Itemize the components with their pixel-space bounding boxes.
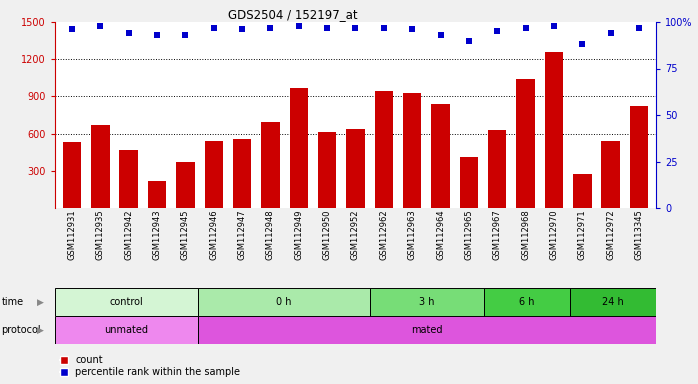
Bar: [517, 79, 535, 208]
Text: time: time: [2, 297, 24, 307]
Point: [378, 25, 389, 31]
Bar: [55, 288, 198, 316]
Bar: [346, 129, 365, 208]
Text: 6 h: 6 h: [519, 297, 535, 307]
Text: unmated: unmated: [105, 325, 149, 335]
Bar: [176, 162, 195, 208]
Bar: [198, 316, 656, 344]
Text: ▶: ▶: [37, 298, 44, 306]
Text: GDS2504 / 152197_at: GDS2504 / 152197_at: [228, 8, 358, 21]
Bar: [261, 122, 280, 208]
Point: [208, 25, 219, 31]
Bar: [63, 142, 81, 208]
Text: 24 h: 24 h: [602, 297, 624, 307]
Point: [549, 23, 560, 29]
Point: [95, 23, 106, 29]
Bar: [460, 157, 478, 208]
Point: [237, 26, 248, 33]
Point: [633, 25, 644, 31]
Point: [350, 25, 361, 31]
Point: [491, 28, 503, 35]
Point: [407, 26, 418, 33]
Point: [180, 32, 191, 38]
Point: [322, 25, 333, 31]
Text: 3 h: 3 h: [419, 297, 435, 307]
Bar: [544, 52, 563, 208]
Point: [123, 30, 134, 36]
Bar: [375, 91, 393, 208]
Text: mated: mated: [411, 325, 443, 335]
Bar: [602, 141, 620, 208]
Bar: [198, 288, 370, 316]
Point: [293, 23, 304, 29]
Text: ▶: ▶: [37, 326, 44, 334]
Legend: count, percentile rank within the sample: count, percentile rank within the sample: [60, 355, 240, 377]
Bar: [488, 130, 507, 208]
Point: [605, 30, 616, 36]
Text: 0 h: 0 h: [276, 297, 292, 307]
Point: [463, 38, 475, 44]
Bar: [370, 288, 484, 316]
Bar: [148, 181, 166, 208]
Bar: [205, 141, 223, 208]
Point: [577, 41, 588, 47]
Text: control: control: [110, 297, 143, 307]
Bar: [55, 316, 198, 344]
Bar: [119, 150, 138, 208]
Bar: [630, 106, 648, 208]
Text: protocol: protocol: [1, 325, 40, 335]
Bar: [570, 288, 656, 316]
Bar: [290, 88, 308, 208]
Point: [435, 32, 446, 38]
Bar: [91, 125, 110, 208]
Bar: [431, 104, 450, 208]
Bar: [233, 139, 251, 208]
Bar: [403, 93, 422, 208]
Bar: [318, 132, 336, 208]
Point: [520, 25, 531, 31]
Bar: [484, 288, 570, 316]
Point: [265, 25, 276, 31]
Point: [66, 26, 77, 33]
Bar: [573, 174, 591, 208]
Point: [151, 32, 163, 38]
